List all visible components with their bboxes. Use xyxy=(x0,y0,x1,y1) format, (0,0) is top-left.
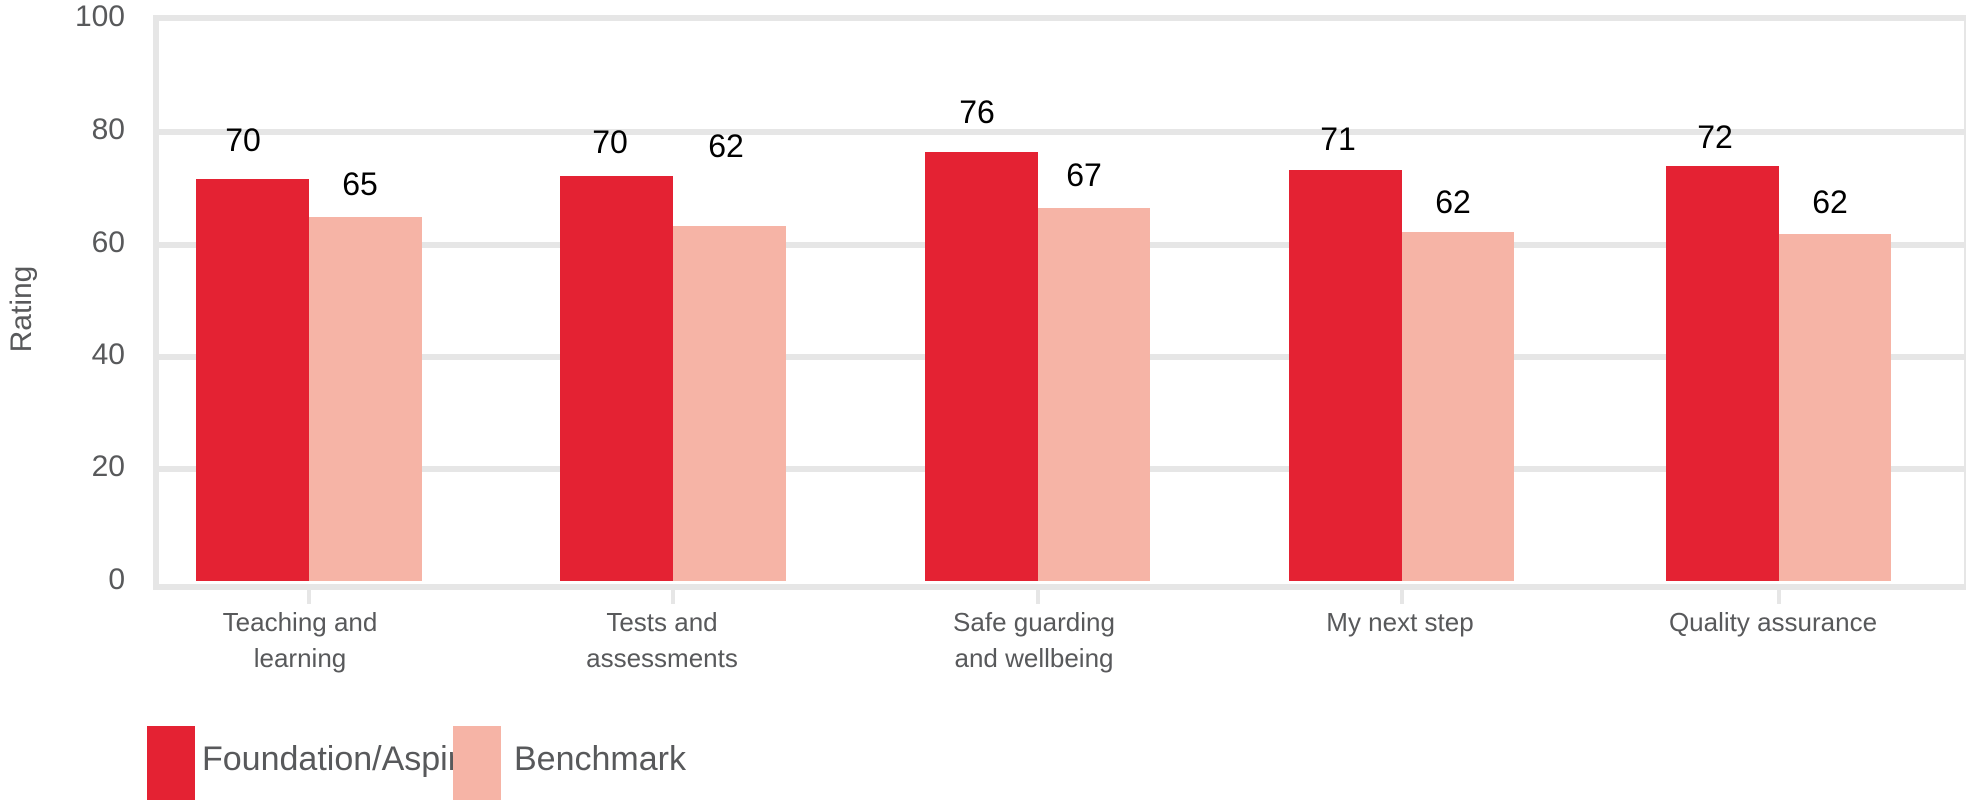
y-tick-80: 80 xyxy=(91,113,125,146)
x-tick xyxy=(671,584,675,604)
gridline-80 xyxy=(153,129,1964,135)
x-label-safeguarding: Safe guarding and wellbeing xyxy=(953,607,1115,673)
bar-benchmark-teaching xyxy=(309,217,422,581)
x-tick xyxy=(1036,584,1040,604)
bar-benchmark-next-step xyxy=(1402,232,1514,581)
legend-label-foundation: Foundation/Aspire xyxy=(202,740,478,778)
value-label: 72 xyxy=(1697,119,1733,155)
bar-foundation-teaching xyxy=(196,179,309,581)
y-tick-60: 60 xyxy=(91,226,125,259)
value-label: 70 xyxy=(225,122,261,158)
x-label-teaching: Teaching and learning xyxy=(222,607,378,673)
y-tick-20: 20 xyxy=(91,450,125,483)
value-label: 67 xyxy=(1066,157,1102,193)
legend-swatch-benchmark xyxy=(453,726,501,800)
plot-area xyxy=(153,15,1966,590)
x-tick xyxy=(1400,584,1404,604)
bar-foundation-tests xyxy=(560,176,673,581)
value-label: 62 xyxy=(1812,184,1848,220)
y-tick-40: 40 xyxy=(91,338,125,371)
legend-swatch-foundation xyxy=(147,726,195,800)
value-label: 71 xyxy=(1320,121,1356,157)
legend-label-benchmark: Benchmark xyxy=(514,740,686,778)
y-tick-100: 100 xyxy=(74,0,125,33)
bar-benchmark-tests xyxy=(673,226,786,581)
value-label: 65 xyxy=(342,166,378,202)
x-label-next-step: My next step xyxy=(1326,607,1474,637)
bar-foundation-safeguarding xyxy=(925,152,1038,581)
x-tick xyxy=(1777,584,1781,604)
bar-benchmark-safeguarding xyxy=(1038,208,1150,581)
value-label: 62 xyxy=(1435,184,1471,220)
y-tick-0: 0 xyxy=(108,563,125,596)
bar-foundation-quality xyxy=(1666,166,1779,581)
bar-foundation-next-step xyxy=(1289,170,1402,581)
value-label: 70 xyxy=(592,124,628,160)
x-label-tests: Tests and assessments xyxy=(586,607,738,673)
value-label: 62 xyxy=(708,128,744,164)
value-label: 76 xyxy=(959,94,995,130)
bar-benchmark-quality xyxy=(1779,234,1891,581)
x-tick xyxy=(307,584,311,604)
x-label-quality: Quality assurance xyxy=(1668,607,1878,637)
